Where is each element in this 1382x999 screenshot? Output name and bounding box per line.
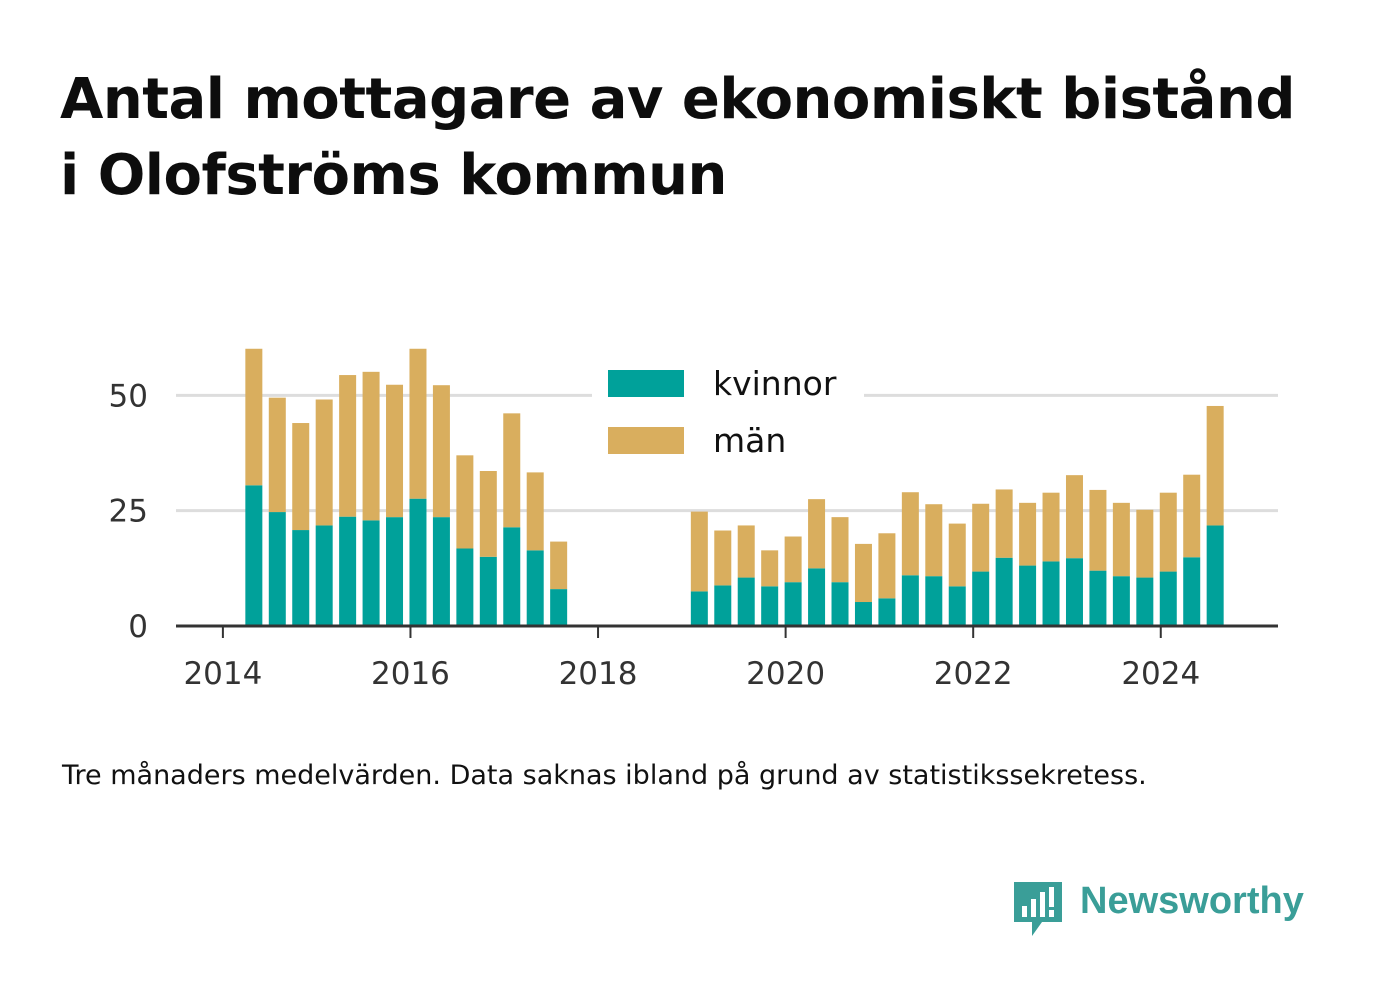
bar-kvinnor — [761, 586, 779, 626]
y-tick-label: 50 — [109, 378, 148, 414]
bar-kvinnor — [1183, 557, 1201, 626]
bar-man — [1089, 489, 1107, 571]
bar-kvinnor — [972, 571, 990, 626]
bar-man — [1206, 405, 1224, 526]
bar-kvinnor — [714, 585, 732, 626]
bar-kvinnor — [1206, 525, 1224, 626]
x-tick-label: 2018 — [559, 656, 638, 692]
bar-man — [1019, 502, 1037, 566]
bar-man — [315, 399, 333, 526]
bar-kvinnor — [1089, 570, 1107, 626]
x-tick-label: 2014 — [183, 656, 262, 692]
bar-man — [925, 504, 943, 577]
bar-kvinnor — [878, 598, 896, 626]
bar-kvinnor — [948, 586, 966, 626]
legend-label: kvinnor — [713, 364, 837, 403]
bar-kvinnor — [925, 576, 943, 626]
y-tick-label: 25 — [109, 494, 148, 530]
bar-kvinnor — [1042, 561, 1060, 626]
bar-kvinnor — [1112, 576, 1130, 626]
bar-man — [503, 413, 521, 528]
x-tick-label: 2022 — [934, 656, 1013, 692]
bar-man — [854, 543, 872, 603]
bar-kvinnor — [808, 568, 826, 626]
bar-kvinnor — [245, 485, 263, 626]
bar-kvinnor — [690, 591, 708, 626]
bar-kvinnor — [737, 577, 755, 626]
legend-swatch — [608, 427, 684, 454]
bar-man — [386, 384, 404, 518]
bar-kvinnor — [995, 557, 1013, 626]
bar-man — [714, 530, 732, 586]
bar-kvinnor — [432, 517, 450, 626]
bar-kvinnor — [362, 520, 380, 626]
bar-kvinnor — [292, 530, 310, 626]
bar-kvinnor — [386, 517, 404, 626]
bar-man — [831, 517, 849, 583]
legend-swatch — [608, 370, 684, 397]
bar-man — [948, 523, 966, 587]
bar-man — [268, 397, 286, 513]
bar-man — [761, 550, 779, 587]
bar-kvinnor — [456, 548, 474, 626]
bar-kvinnor — [831, 582, 849, 626]
legend: kvinnor män — [592, 356, 864, 468]
bar-man — [1112, 502, 1130, 577]
bar-man — [339, 375, 357, 517]
legend-label: män — [713, 421, 786, 460]
chat-bar-chart-icon — [1014, 882, 1062, 936]
bar-man — [362, 371, 380, 521]
bar-man — [1183, 474, 1201, 558]
bar-man — [901, 492, 919, 576]
bar-man — [1159, 492, 1177, 572]
y-tick-label: 0 — [128, 609, 148, 645]
x-axis: 2014 2016 2018 2020 2022 2024 — [176, 624, 1278, 692]
bar-man — [245, 348, 263, 486]
bar-man — [456, 455, 474, 549]
x-tick-label: 2016 — [371, 656, 450, 692]
footnote: Tre månaders medelvärden. Data saknas ib… — [62, 760, 1147, 791]
bar-kvinnor — [339, 516, 357, 626]
newsworthy-logo[interactable]: Newsworthy — [1010, 878, 1330, 940]
bar-kvinnor — [1159, 571, 1177, 626]
bars — [245, 348, 1224, 626]
bar-man — [526, 472, 544, 551]
brand-name: Newsworthy — [1080, 880, 1304, 922]
bar-kvinnor — [409, 498, 427, 626]
bar-man — [784, 536, 802, 583]
bar-man — [995, 489, 1013, 558]
bar-kvinnor — [1136, 577, 1154, 626]
bar-kvinnor — [526, 550, 544, 626]
bar-man — [550, 541, 568, 590]
bar-kvinnor — [268, 512, 286, 626]
bar-kvinnor — [854, 602, 872, 626]
bar-kvinnor — [503, 527, 521, 626]
bar-kvinnor — [1065, 558, 1083, 626]
bar-kvinnor — [784, 582, 802, 626]
bar-kvinnor — [315, 525, 333, 626]
y-axis-ticks: 0 25 50 — [109, 378, 148, 645]
bar-man — [737, 525, 755, 578]
bar-man — [972, 503, 990, 572]
bar-man — [432, 385, 450, 518]
x-tick-label: 2020 — [746, 656, 825, 692]
bar-man — [409, 348, 427, 499]
bar-kvinnor — [479, 556, 497, 626]
bar-man — [690, 511, 708, 592]
bar-man — [1065, 475, 1083, 559]
bar-kvinnor — [901, 575, 919, 626]
bar-kvinnor — [550, 589, 568, 626]
chart-title: Antal mottagare av ekonomiskt bistånd i … — [60, 67, 1295, 208]
bar-man — [808, 499, 826, 569]
bar-man — [479, 471, 497, 557]
bar-man — [1042, 492, 1060, 562]
x-tick-label: 2024 — [1121, 656, 1200, 692]
bar-man — [878, 533, 896, 599]
bar-kvinnor — [1019, 565, 1037, 626]
bar-man — [1136, 509, 1154, 578]
bar-man — [292, 423, 310, 531]
